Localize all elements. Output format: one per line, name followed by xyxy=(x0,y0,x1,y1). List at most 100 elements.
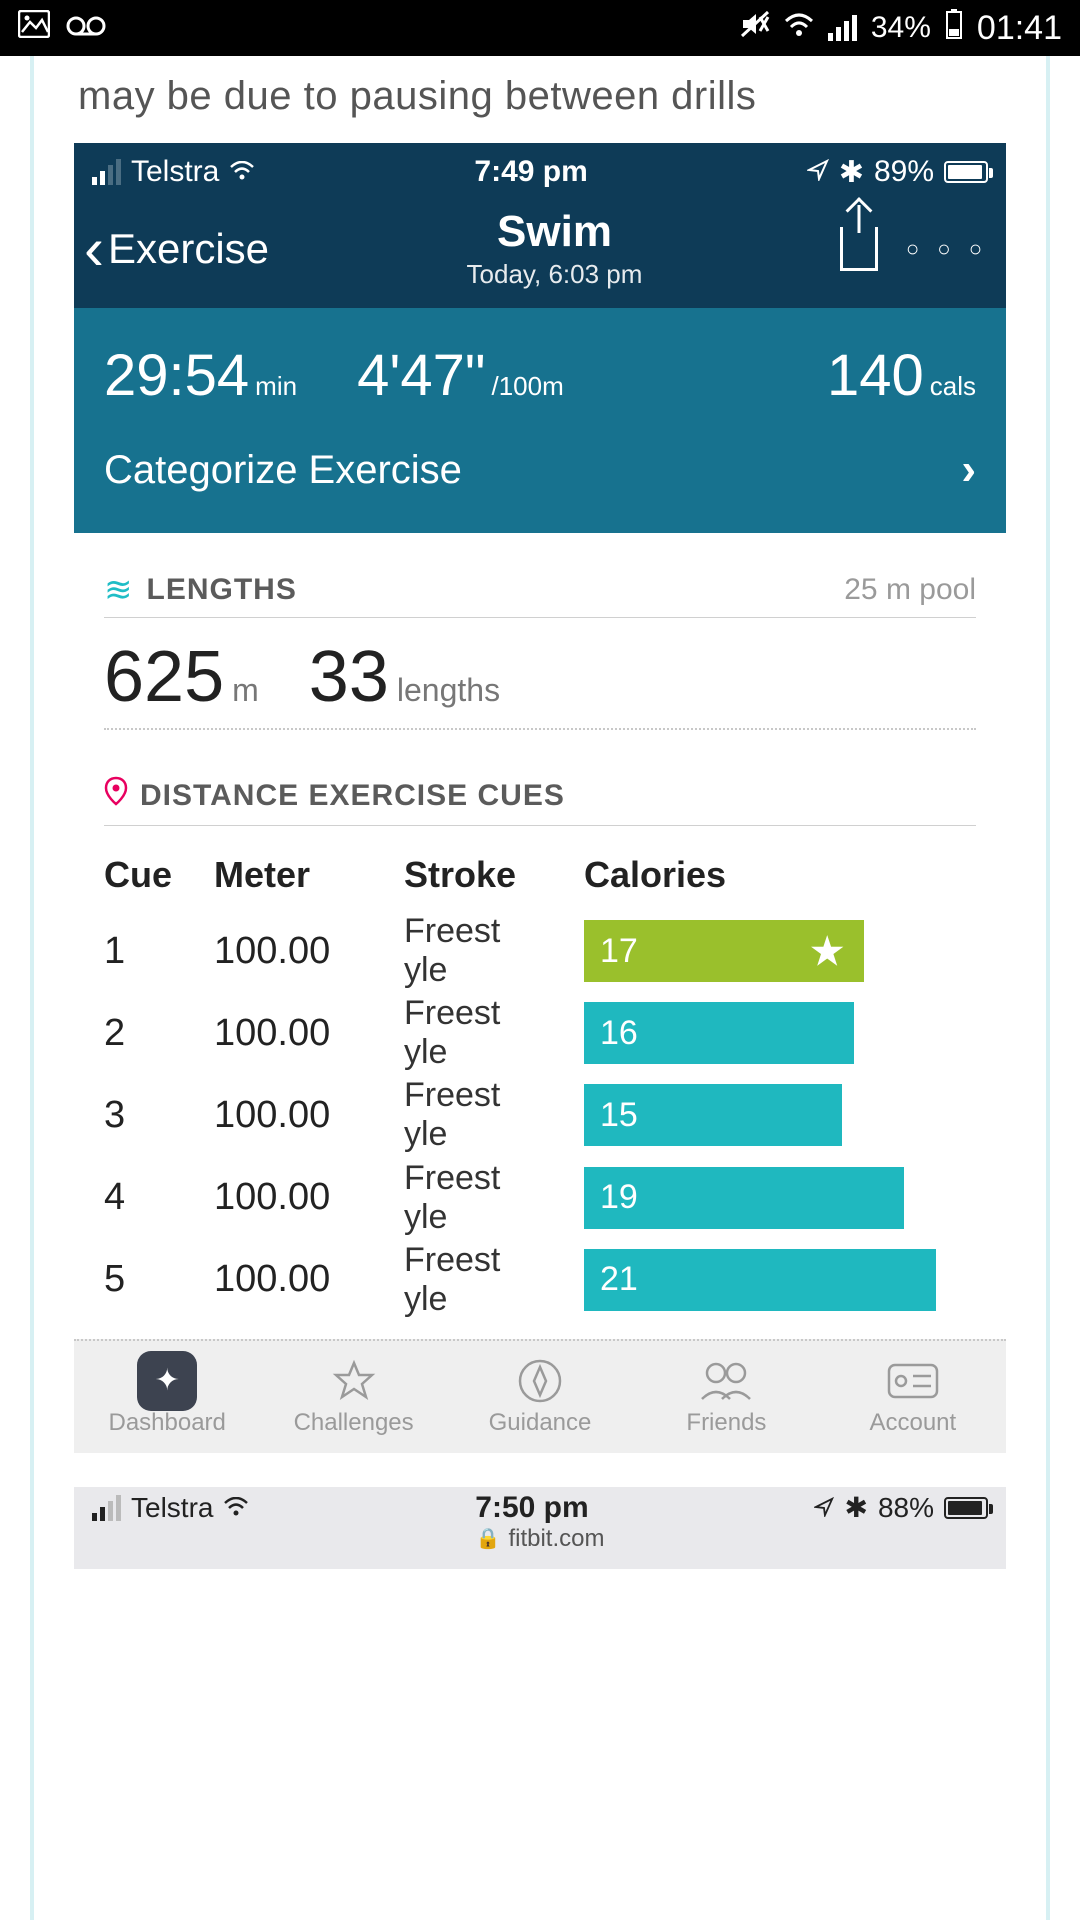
section-title: DISTANCE EXERCISE CUES xyxy=(140,779,565,813)
section-title: LENGTHS xyxy=(147,573,297,607)
cell-stroke: Freestyle xyxy=(404,1159,584,1237)
more-icon[interactable]: ○ ○ ○ xyxy=(906,236,988,262)
tab-guidance[interactable]: Guidance xyxy=(447,1353,633,1437)
location-icon xyxy=(814,1492,834,1524)
android-status-bar: 34% 01:41 xyxy=(0,0,1080,56)
ios-status-bar-2: Telstra 7:50 pm ✱ 88% 🔒 fitbit.co xyxy=(74,1487,1006,1569)
cell-meter: 100.00 xyxy=(214,1258,404,1301)
cell-calories: 21 xyxy=(584,1249,976,1311)
tab-label: Guidance xyxy=(447,1409,633,1437)
cell-calories: 15 xyxy=(584,1084,976,1146)
cell-stroke: Freestyle xyxy=(404,1076,584,1154)
carrier-signal-icon xyxy=(92,1495,121,1521)
account-icon xyxy=(820,1353,1006,1409)
tab-challenges[interactable]: Challenges xyxy=(260,1353,446,1437)
cell-cue: 2 xyxy=(104,1012,214,1055)
back-button[interactable]: ‹ Exercise xyxy=(84,225,269,273)
star-icon: ★ xyxy=(808,927,846,976)
cell-calories: 16 xyxy=(584,1002,976,1064)
cell-stroke: Freestyle xyxy=(404,994,584,1072)
wifi-icon xyxy=(784,12,814,44)
metrics-row: 29:54 min 4'47" /100m 140 cals xyxy=(74,308,1006,411)
bluetooth-icon: ✱ xyxy=(844,1491,867,1524)
share-icon[interactable] xyxy=(840,227,878,271)
voicemail-icon xyxy=(66,11,106,45)
wifi-icon xyxy=(229,155,255,189)
lock-icon: 🔒 xyxy=(476,1526,501,1551)
cell-stroke: Freestyle xyxy=(404,912,584,990)
battery-icon xyxy=(945,9,963,47)
lengths-unit: lengths xyxy=(397,672,500,709)
back-label: Exercise xyxy=(108,225,269,273)
page-content: may be due to pausing between drills Tel… xyxy=(0,56,1080,1920)
section-lengths: ≋ LENGTHS 25 m pool 625 m 33 lengths xyxy=(74,533,1006,730)
tab-bar: ✦DashboardChallengesGuidanceFriendsAccou… xyxy=(74,1339,1006,1453)
page-title: Swim xyxy=(269,207,840,257)
status-time: 7:50 pm xyxy=(249,1491,814,1525)
bluetooth-icon: ✱ xyxy=(839,155,864,190)
table-row: 3100.00Freestyle15 xyxy=(104,1074,976,1156)
cell-meter: 100.00 xyxy=(214,1012,404,1055)
battery-icon xyxy=(944,1497,988,1519)
waves-icon: ≋ xyxy=(104,580,133,600)
battery-pct: 34% xyxy=(871,11,931,45)
metric-pace: 4'47" /100m xyxy=(357,342,564,409)
page-subtitle: Today, 6:03 pm xyxy=(269,259,840,290)
metric-duration: 29:54 min xyxy=(104,342,297,409)
battery-icon xyxy=(944,161,988,183)
table-row: 5100.00Freestyle21 xyxy=(104,1239,976,1321)
carrier-name: Telstra xyxy=(131,1492,213,1524)
friends-icon xyxy=(633,1353,819,1409)
screenshot-swim: Telstra 7:49 pm ✱ 89% ‹ xyxy=(74,143,1006,1453)
categorize-label: Categorize Exercise xyxy=(104,448,462,493)
cell-calories: 19 xyxy=(584,1167,976,1229)
carrier-name: Telstra xyxy=(131,155,219,189)
cell-cue: 1 xyxy=(104,930,214,973)
table-header: Cue Meter Stroke Calories xyxy=(104,846,976,910)
dashboard-icon: ✦ xyxy=(74,1353,260,1409)
carrier-signal-icon xyxy=(92,159,121,185)
chevron-right-icon: › xyxy=(961,445,976,495)
tab-label: Friends xyxy=(633,1409,819,1437)
image-icon xyxy=(18,10,50,46)
cell-stroke: Freestyle xyxy=(404,1241,584,1319)
challenges-icon xyxy=(260,1353,446,1409)
cell-meter: 100.00 xyxy=(214,1176,404,1219)
cell-signal-icon xyxy=(828,15,857,41)
cell-cue: 5 xyxy=(104,1258,214,1301)
distance-unit: m xyxy=(232,672,259,709)
cue-table: Cue Meter Stroke Calories 1100.00Freesty… xyxy=(74,826,1006,1321)
nav-header: ‹ Exercise Swim Today, 6:03 pm ○ ○ ○ xyxy=(74,201,1006,308)
status-time: 7:49 pm xyxy=(255,155,806,189)
wifi-icon xyxy=(223,1492,249,1524)
distance-value: 625 xyxy=(104,636,224,718)
chevron-left-icon: ‹ xyxy=(84,231,104,267)
cell-cue: 4 xyxy=(104,1176,214,1219)
ios-status-bar: Telstra 7:49 pm ✱ 89% xyxy=(74,143,1006,201)
guidance-icon xyxy=(447,1353,633,1409)
lengths-value: 33 xyxy=(309,636,389,718)
metric-calories: 140 cals xyxy=(827,342,976,409)
mute-icon xyxy=(740,9,770,47)
intro-text: may be due to pausing between drills xyxy=(78,74,1006,119)
cell-meter: 100.00 xyxy=(214,930,404,973)
url-text: fitbit.com xyxy=(508,1525,604,1553)
tab-dashboard[interactable]: ✦Dashboard xyxy=(74,1353,260,1437)
clock: 01:41 xyxy=(977,9,1062,48)
tab-account[interactable]: Account xyxy=(820,1353,1006,1437)
categorize-button[interactable]: Categorize Exercise › xyxy=(74,411,1006,533)
location-icon xyxy=(807,155,829,189)
pool-size: 25 m pool xyxy=(844,573,976,607)
pin-icon xyxy=(104,776,128,815)
tab-label: Dashboard xyxy=(74,1409,260,1437)
table-row: 2100.00Freestyle16 xyxy=(104,992,976,1074)
tab-label: Challenges xyxy=(260,1409,446,1437)
tab-friends[interactable]: Friends xyxy=(633,1353,819,1437)
battery-pct: 88% xyxy=(878,1492,934,1524)
url-bar[interactable]: 🔒 fitbit.com xyxy=(92,1525,988,1553)
table-row: 4100.00Freestyle19 xyxy=(104,1157,976,1239)
cell-calories: 17★ xyxy=(584,920,976,982)
battery-pct: 89% xyxy=(874,155,934,189)
section-cues: DISTANCE EXERCISE CUES xyxy=(74,730,1006,826)
cell-meter: 100.00 xyxy=(214,1094,404,1137)
